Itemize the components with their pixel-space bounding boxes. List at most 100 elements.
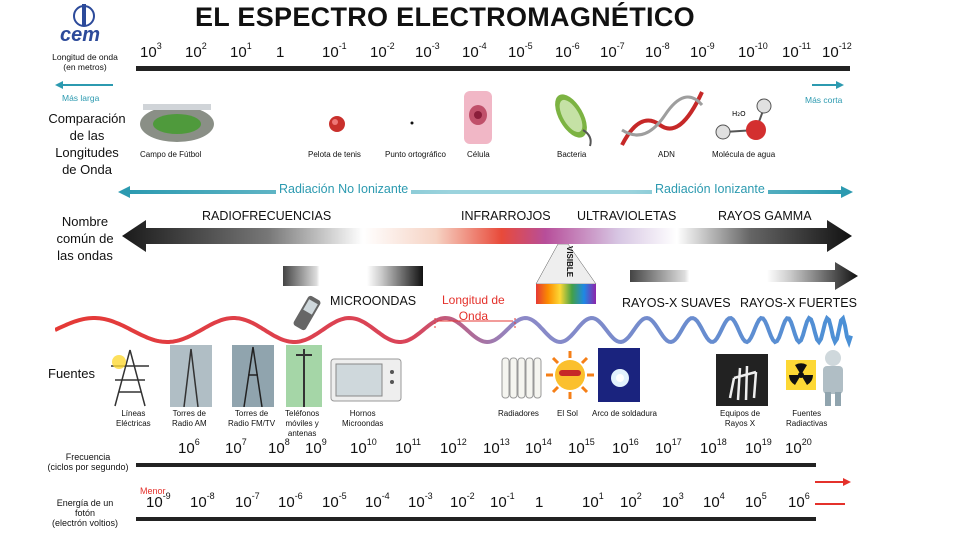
- frequency-tick: 109: [305, 437, 327, 457]
- arrow-right-icon: [812, 81, 844, 89]
- source-caption: Teléfonos móviles y antenas: [285, 409, 320, 438]
- band-ultravioletas: ULTRAVIOLETAS: [577, 209, 677, 223]
- energy-tick: 102: [620, 491, 642, 511]
- wavelength-tick: 10-12: [822, 41, 852, 61]
- mas-corta-label: Más corta: [805, 95, 843, 105]
- cem-logo-icon: [73, 4, 95, 27]
- energy-axis: [136, 517, 816, 521]
- dna-icon: [620, 91, 704, 146]
- comparison-caption: Punto ortográfico: [385, 150, 446, 159]
- ionizing-label: Radiación Ionizante: [652, 182, 768, 196]
- wavelength-tick: 10-2: [370, 41, 395, 61]
- source-caption: Equipos de Rayos X: [720, 409, 761, 428]
- comparison-caption: ADN: [658, 150, 675, 159]
- energy-tick: 10-6: [278, 491, 303, 511]
- fm-tv-tower-icon: [232, 345, 274, 407]
- energy-tick: 10-1: [490, 491, 515, 511]
- microwave-oven-icon: [330, 358, 402, 402]
- frequency-tick: 1013: [483, 437, 510, 457]
- wavelength-tick: 10-8: [645, 41, 670, 61]
- bacteria-icon: [555, 94, 592, 147]
- sources-heading: Fuentes: [48, 366, 95, 381]
- non-ionizing-label: Radiación No Ionizante: [276, 182, 412, 196]
- band-infrarrojos: INFRARROJOS: [461, 209, 551, 223]
- energy-tick: 105: [745, 491, 767, 511]
- comparison-caption: Molécula de agua: [712, 150, 776, 159]
- page-title: EL ESPECTRO ELECTROMAGNÉTICO: [195, 2, 695, 32]
- wave-graphic: [55, 314, 853, 349]
- source-caption: Hornos Microondas: [342, 409, 384, 428]
- energy-tick: 106: [788, 491, 810, 511]
- energy-tick: 10-8: [190, 491, 215, 511]
- frequency-tick: 1015: [568, 437, 595, 457]
- dot-icon: [410, 121, 414, 125]
- frequency-tick: 1019: [745, 437, 772, 457]
- energy-tick: 104: [703, 491, 725, 511]
- comparison-caption: Campo de Fútbol: [140, 150, 202, 159]
- energy-label: Energía de un fotón (electrón voltios): [51, 498, 119, 528]
- am-tower-icon: [170, 345, 212, 407]
- cell-icon: [464, 91, 492, 144]
- band-rayos-x-fuertes: RAYOS-X FUERTES: [740, 296, 857, 310]
- frequency-label: Frecuencia (ciclos por segundo): [47, 452, 129, 472]
- band-microondas: MICROONDAS: [330, 294, 417, 308]
- band-radiofrecuencias: RADIOFRECUENCIAS: [202, 209, 332, 223]
- water-molecule-icon: H₂O: [715, 98, 772, 140]
- energy-tick: 1: [535, 494, 544, 511]
- wavelength-tick: 101: [230, 41, 252, 61]
- frequency-tick: 1014: [525, 437, 552, 457]
- wavelength-tick: 10-7: [600, 41, 625, 61]
- source-caption: Líneas Eléctricas: [116, 409, 151, 428]
- wavelength-tick: 10-5: [508, 41, 533, 61]
- source-caption: El Sol: [557, 409, 578, 418]
- band-rayos-gamma: RAYOS GAMMA: [718, 209, 812, 223]
- frequency-tick: 1012: [440, 437, 467, 457]
- source-caption: Arco de soldadura: [592, 409, 657, 418]
- frequency-tick: 1010: [350, 437, 377, 457]
- energy-tick: 10-5: [322, 491, 347, 511]
- wavelength-label: Longitud de onda (en metros): [52, 52, 118, 72]
- sun-icon: [546, 351, 594, 399]
- source-caption: Torres de Radio FM/TV: [228, 409, 276, 428]
- mas-larga-label: Más larga: [62, 93, 100, 103]
- wavelength-tick: 10-4: [462, 41, 487, 61]
- frequency-tick: 106: [178, 437, 200, 457]
- wavelength-axis: [136, 66, 850, 71]
- main-spectrum-arrow: [122, 220, 852, 252]
- wavelength-tick: 10-11: [782, 41, 812, 61]
- radiation-symbol-icon: [786, 360, 816, 390]
- source-caption: Fuentes Radiactivas: [786, 409, 828, 428]
- energy-tick: 10-3: [408, 491, 433, 511]
- wavelength-tick: 102: [185, 41, 207, 61]
- svg-text:H₂O: H₂O: [732, 110, 746, 118]
- wavelength-tick: 103: [140, 41, 162, 61]
- comparison-caption: Célula: [467, 150, 490, 159]
- cell-antenna-icon: [286, 345, 322, 407]
- energy-tick: 10-4: [365, 491, 390, 511]
- xray-icon: [716, 354, 768, 406]
- wavelength-tick: 10-9: [690, 41, 715, 61]
- energy-tick: 10-9: [146, 491, 171, 511]
- visible-spectrum: [535, 244, 597, 304]
- hazmat-worker-icon: [823, 350, 843, 406]
- energy-tick: 10-2: [450, 491, 475, 511]
- secondary-spectrum-arrow: [283, 262, 858, 290]
- visible-label: VISIBLE: [565, 246, 574, 278]
- frequency-tick: 108: [268, 437, 290, 457]
- mobile-phone-icon: [293, 295, 321, 331]
- frequency-tick: 107: [225, 437, 247, 457]
- energy-tick: 101: [582, 491, 604, 511]
- power-line-icon: [111, 349, 149, 407]
- comparison-heading: Comparación de las Longitudes de Onda: [48, 111, 126, 177]
- logo-text: cem: [60, 24, 101, 46]
- frequency-tick: 1011: [395, 437, 422, 457]
- welding-arc-icon: [598, 348, 640, 402]
- source-caption: Radiadores: [498, 409, 539, 418]
- radiation-arrow: [118, 186, 853, 198]
- wavelength-tick: 10-3: [415, 41, 440, 61]
- wavelength-tick: 10-1: [322, 41, 347, 61]
- band-rayos-x-suaves: RAYOS-X SUAVES: [622, 296, 731, 310]
- wavelength-tick: 10-6: [555, 41, 580, 61]
- source-caption: Torres de Radio AM: [172, 409, 207, 428]
- energy-tick: 10-7: [235, 491, 260, 511]
